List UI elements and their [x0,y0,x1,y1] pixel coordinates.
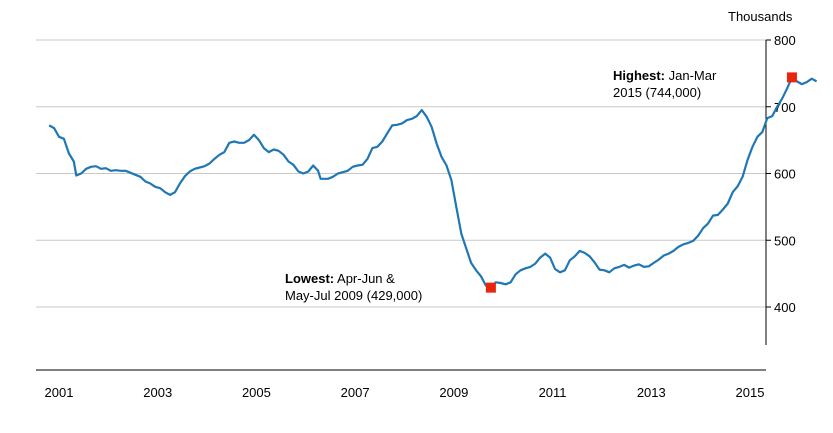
x-tick-label: 2007 [341,385,370,400]
annotation-highest: Highest: Jan-Mar 2015 (744,000) [613,68,717,100]
gridlines [36,39,766,308]
y-tick-label: 400 [774,300,796,315]
y-tick-label: 600 [774,167,796,182]
x-tick-label: 2005 [242,385,271,400]
series-line [48,76,818,289]
unit-label: Thousands [728,9,793,24]
y-tick-label: 500 [774,233,796,248]
x-tick-label: 2013 [637,385,666,400]
x-tick-label: 2009 [439,385,468,400]
annotation-lowest-bold: Lowest: [285,271,334,286]
y-tick-label: 800 [774,33,796,48]
annotation-lowest: Lowest: Apr-Jun & May-Jul 2009 (429,000) [285,271,422,303]
marker-highest [786,72,797,83]
annotation-lowest-line2: May-Jul 2009 (429,000) [285,288,422,303]
svg-text:Lowest: Apr-Jun &: Lowest: Apr-Jun & [285,271,395,286]
x-tick-label: 2015 [736,385,765,400]
marker-lowest [485,282,496,293]
x-tick-label: 2001 [45,385,74,400]
annotation-highest-bold: Highest: [613,68,665,83]
x-tick-label: 2003 [143,385,172,400]
annotation-highest-line2: 2015 (744,000) [613,85,701,100]
annotation-lowest-rest: Apr-Jun & [334,271,395,286]
x-tick-labels: 2001 2003 2005 2007 2009 2011 2013 2015 [45,385,765,400]
svg-text:Highest: Jan-Mar: Highest: Jan-Mar [613,68,717,83]
data-markers [485,72,797,293]
annotation-highest-rest: Jan-Mar [665,68,717,83]
x-tick-label: 2011 [539,385,567,400]
